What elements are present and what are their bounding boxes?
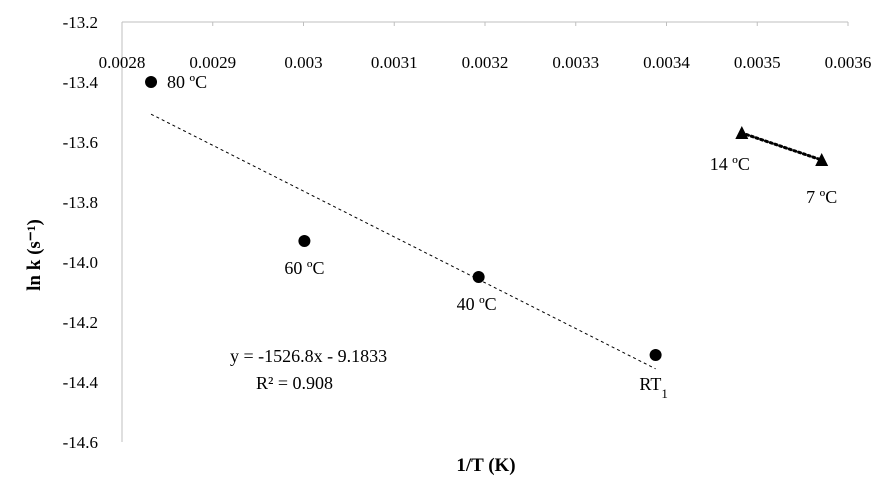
point-label: 60 ºC (284, 258, 324, 278)
point-labels: 80 ºC 60 ºC 40 ºC RT1 14 ºC 7 ºC (167, 72, 837, 401)
trendlines (150, 113, 824, 370)
circle-data-point (649, 349, 662, 361)
triangle-data-point (815, 153, 829, 166)
circle-data-point (298, 235, 311, 247)
x-tick-label: 0.0036 (825, 53, 872, 72)
point-label: 7 ºC (806, 187, 837, 207)
y-tick-label: -14.2 (63, 313, 98, 332)
x-axis-title: 1/T (K) (456, 455, 515, 476)
y-tick-label: -13.4 (63, 73, 99, 92)
circle-data-point (145, 76, 158, 88)
x-tick-label: 0.0031 (371, 53, 418, 72)
point-label: 80 ºC (167, 72, 207, 92)
y-tick-label: -13.6 (63, 133, 98, 152)
x-tick-label: 0.0033 (552, 53, 599, 72)
linear-trendline (150, 113, 656, 370)
trendline-r-squared: R² = 0.908 (256, 373, 333, 393)
x-tick-label: 0.0028 (99, 53, 146, 72)
y-tick-label: -14.4 (63, 373, 99, 392)
y-tick-labels: -13.2 -13.4 -13.6 -13.8 -14.0 -14.2 -14.4 -14.6 (63, 13, 99, 452)
dotted-connector (740, 131, 824, 162)
y-tick-label: -13.8 (63, 193, 98, 212)
x-tick-label: 0.0032 (462, 53, 509, 72)
point-label: 14 ºC (710, 154, 750, 174)
y-axis-title: ln k (s⁻¹) (24, 219, 45, 291)
x-tick-label: 0.003 (284, 53, 322, 72)
y-tick-label: -13.2 (63, 13, 98, 32)
data-points (145, 76, 829, 361)
triangle-data-point (735, 126, 749, 139)
x-tick-labels: 0.0028 0.0029 0.003 0.0031 0.0032 0.0033 0.003… (99, 22, 872, 72)
y-tick-label: -14.6 (63, 433, 98, 452)
x-tick-label: 0.0034 (643, 53, 690, 72)
x-tick-label: 0.0035 (734, 53, 781, 72)
axes (121, 21, 848, 442)
circle-data-point (472, 271, 485, 283)
y-tick-label: -14.0 (63, 253, 98, 272)
point-label-subscript: 1 (661, 386, 668, 401)
point-label: RT1 (639, 374, 667, 401)
x-tick-label: 0.0029 (189, 53, 236, 72)
trendline-equation: y = -1526.8x - 9.1833 (230, 346, 387, 366)
point-label: 40 ºC (457, 294, 497, 314)
